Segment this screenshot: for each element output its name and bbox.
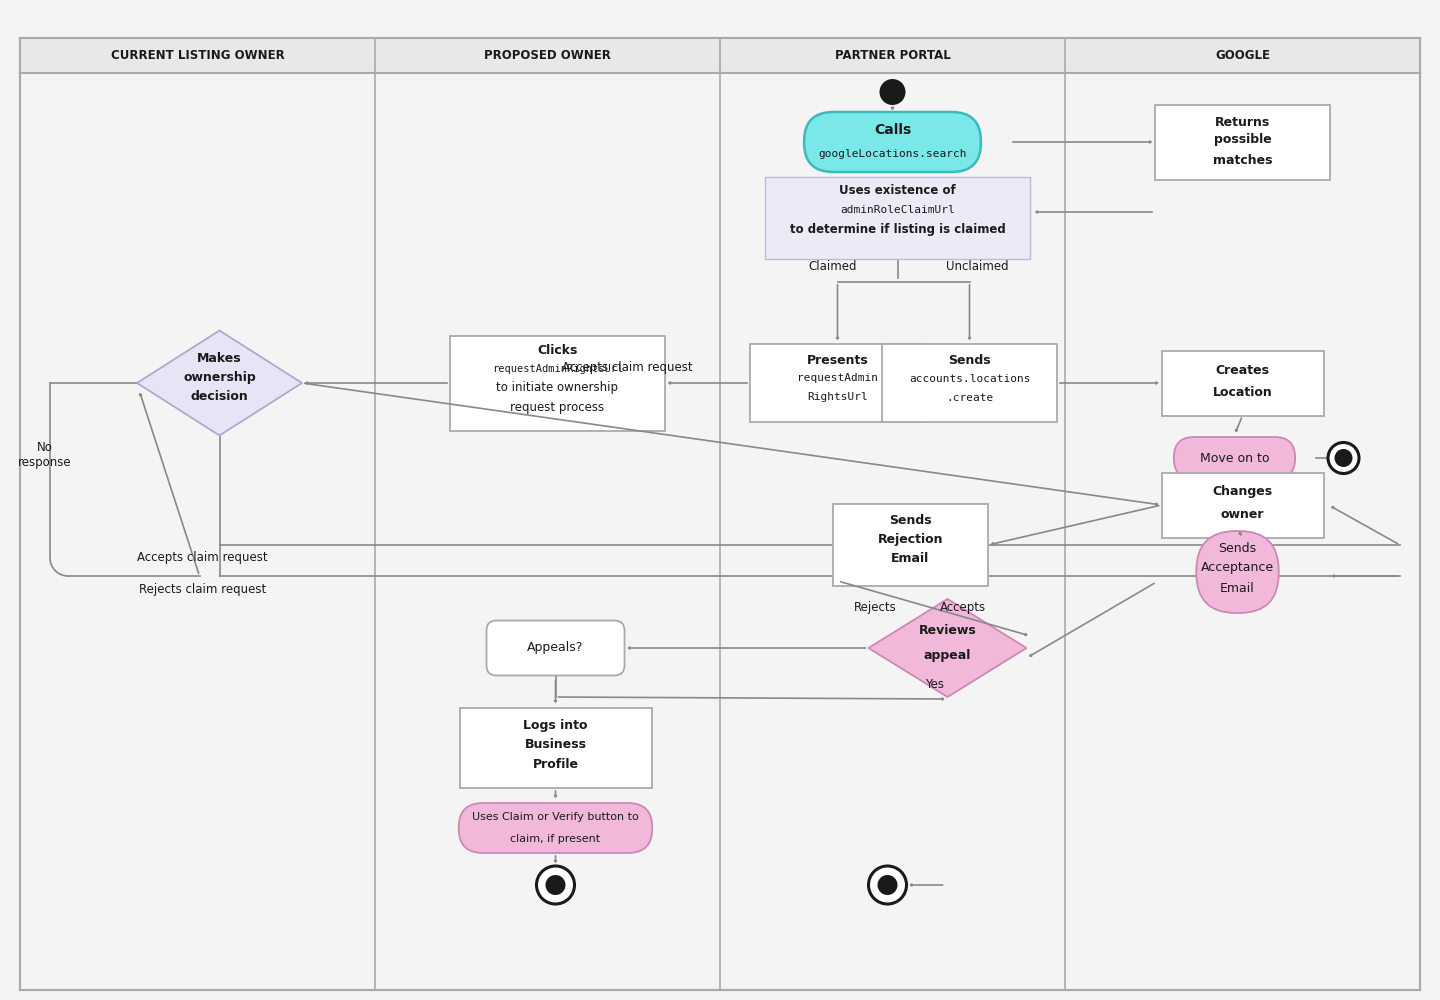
FancyBboxPatch shape: [1162, 351, 1323, 416]
FancyBboxPatch shape: [832, 504, 988, 586]
Text: Yes: Yes: [924, 678, 945, 690]
FancyBboxPatch shape: [804, 112, 981, 172]
Text: No
response: No response: [19, 441, 72, 469]
FancyBboxPatch shape: [20, 38, 1420, 73]
Text: CURRENT LISTING OWNER: CURRENT LISTING OWNER: [111, 49, 284, 62]
Text: GOOGLE: GOOGLE: [1215, 49, 1270, 62]
Text: to initiate ownership: to initiate ownership: [497, 381, 619, 394]
Text: PROPOSED OWNER: PROPOSED OWNER: [484, 49, 611, 62]
Text: .create: .create: [946, 393, 994, 403]
Text: googleLocations.search: googleLocations.search: [818, 149, 966, 159]
Text: Uses Claim or Verify button to: Uses Claim or Verify button to: [472, 812, 639, 822]
Circle shape: [546, 875, 566, 895]
FancyBboxPatch shape: [1155, 104, 1331, 180]
Text: Appeals?: Appeals?: [527, 642, 583, 654]
Text: to determine if listing is claimed: to determine if listing is claimed: [789, 224, 1005, 236]
Text: appeal: appeal: [924, 648, 971, 662]
Text: Uses existence of: Uses existence of: [840, 184, 956, 198]
Polygon shape: [868, 599, 1027, 697]
Text: Sends: Sends: [1218, 542, 1257, 555]
Text: Acceptance: Acceptance: [1201, 562, 1274, 574]
Text: claim, if present: claim, if present: [510, 834, 600, 844]
FancyBboxPatch shape: [750, 344, 924, 422]
Text: Accepts: Accepts: [939, 601, 985, 614]
FancyBboxPatch shape: [883, 344, 1057, 422]
Text: accounts.locations: accounts.locations: [909, 374, 1030, 384]
Text: RightsUrl: RightsUrl: [808, 392, 868, 402]
Text: Accepts claim request: Accepts claim request: [562, 361, 693, 374]
Text: Rejects claim request: Rejects claim request: [138, 582, 266, 595]
Text: decision: decision: [190, 390, 248, 403]
FancyBboxPatch shape: [449, 336, 665, 430]
Text: requestAdmin: requestAdmin: [796, 373, 878, 383]
Text: Creates: Creates: [1215, 363, 1270, 376]
Text: Email: Email: [1220, 582, 1254, 594]
Circle shape: [1335, 449, 1352, 467]
Text: requestAdminRightsUrl: requestAdminRightsUrl: [492, 364, 624, 374]
Text: ownership: ownership: [183, 370, 256, 383]
Text: Presents: Presents: [806, 354, 868, 366]
Text: Sends: Sends: [948, 354, 991, 366]
Circle shape: [1328, 442, 1359, 474]
Text: possible: possible: [1214, 133, 1272, 146]
FancyBboxPatch shape: [1197, 531, 1279, 613]
Text: Calls: Calls: [874, 123, 912, 137]
Text: Rejects: Rejects: [854, 601, 897, 614]
Text: Reviews: Reviews: [919, 624, 976, 637]
Text: adminRoleClaimUrl: adminRoleClaimUrl: [840, 205, 955, 215]
Text: Claimed: Claimed: [808, 259, 857, 272]
Text: Profile: Profile: [533, 758, 579, 770]
Circle shape: [880, 79, 906, 105]
FancyBboxPatch shape: [765, 177, 1030, 259]
FancyBboxPatch shape: [1162, 473, 1323, 538]
Text: Business: Business: [524, 738, 586, 750]
Text: Returns: Returns: [1215, 116, 1270, 129]
Text: owner: owner: [1221, 508, 1264, 521]
Text: matches: matches: [1212, 153, 1273, 166]
FancyBboxPatch shape: [20, 38, 1420, 990]
Text: Location: Location: [1212, 386, 1273, 399]
Text: Unclaimed: Unclaimed: [946, 259, 1009, 272]
Text: Makes: Makes: [197, 352, 242, 364]
Text: request process: request process: [510, 400, 605, 414]
Circle shape: [868, 866, 907, 904]
Circle shape: [537, 866, 575, 904]
Text: Logs into: Logs into: [523, 718, 588, 732]
Text: Move on to: Move on to: [1200, 452, 1269, 464]
Text: Sends: Sends: [888, 514, 932, 526]
Text: Clicks: Clicks: [537, 344, 577, 357]
Text: PARTNER PORTAL: PARTNER PORTAL: [835, 49, 950, 62]
Text: Changes: Changes: [1212, 486, 1273, 498]
Text: Rejection: Rejection: [878, 532, 943, 546]
Circle shape: [877, 875, 897, 895]
Text: Email: Email: [891, 552, 930, 566]
Polygon shape: [137, 330, 302, 436]
Text: Accepts claim request: Accepts claim request: [137, 552, 268, 564]
FancyBboxPatch shape: [487, 620, 625, 676]
FancyBboxPatch shape: [459, 803, 652, 853]
FancyBboxPatch shape: [1174, 437, 1295, 479]
FancyBboxPatch shape: [459, 708, 651, 788]
